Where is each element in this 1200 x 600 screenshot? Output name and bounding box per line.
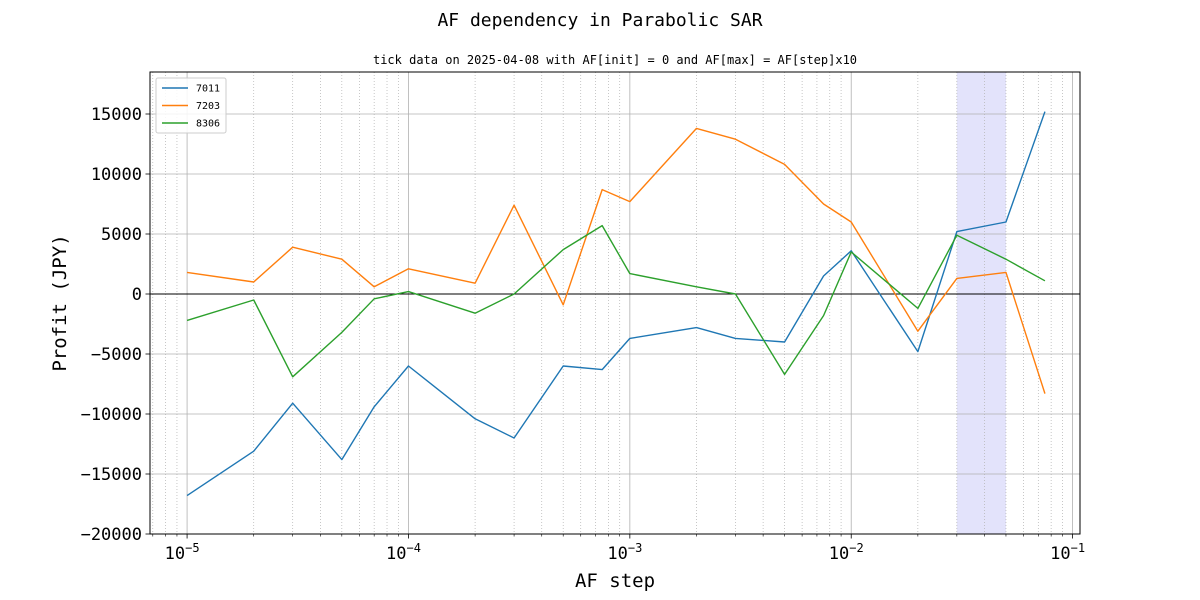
series-layer: [186, 111, 1046, 497]
series-line-7011: [186, 111, 1046, 497]
y-tick-label: −15000: [81, 465, 142, 485]
legend-label-7203: 7203: [196, 101, 220, 112]
plot-frame: [149, 71, 1081, 535]
y-tick-label: 0: [132, 285, 142, 305]
x-tick-label: 10−4: [386, 541, 421, 564]
x-tick-label: 10−1: [1050, 541, 1085, 564]
x-tick-label: 10−2: [829, 541, 864, 564]
y-tick-label: −10000: [81, 405, 142, 425]
y-tick-label: 10000: [91, 165, 142, 185]
legend-label-7011: 7011: [196, 84, 220, 95]
x-tick-label: 10−5: [165, 541, 200, 564]
x-axis-label: AF step: [575, 570, 655, 592]
tick-marks: [145, 113, 1074, 539]
legend: 7011 7203 8306: [155, 77, 227, 134]
y-tick-label: −20000: [81, 525, 142, 545]
series-line-7203: [186, 127, 1046, 394]
legend-label-8306: 8306: [196, 119, 220, 130]
x-tick-labels: 10−5 10−4 10−3 10−2 10−1: [165, 541, 1085, 564]
y-tick-label: −5000: [91, 345, 142, 365]
chart-subtitle: tick data on 2025-04-08 with AF[init] = …: [373, 53, 857, 67]
highlight-band: [956, 72, 1006, 534]
y-tick-label: 5000: [101, 225, 142, 245]
y-axis-label: Profit (JPY): [49, 234, 71, 371]
legend-box: [155, 77, 227, 134]
highlight-band-layer: [956, 72, 1006, 534]
chart-title: AF dependency in Parabolic SAR: [437, 10, 762, 31]
y-tick-label: 15000: [91, 105, 142, 125]
x-tick-label: 10−3: [607, 541, 642, 564]
series-line-8306: [186, 224, 1046, 378]
y-tick-labels: 15000 10000 5000 0 −5000 −10000 −15000 −20000: [81, 105, 142, 545]
